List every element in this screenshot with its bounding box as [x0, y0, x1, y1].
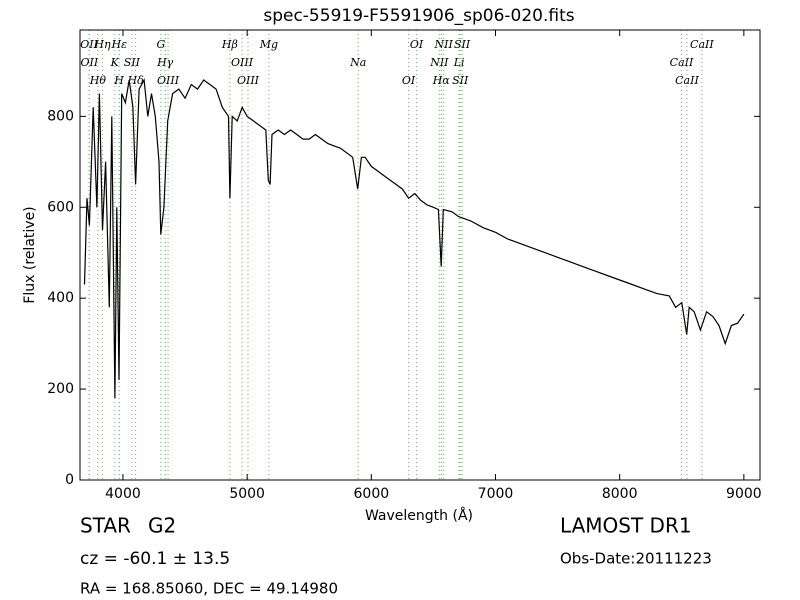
x-tick-label: 5000 [229, 486, 265, 502]
spectral-line-label: NII [434, 38, 454, 51]
redshift: cz = -60.1 ± 13.5 [80, 549, 230, 569]
spectral-line-label: CaII [670, 56, 694, 69]
x-tick-label: 4000 [105, 486, 141, 502]
spectral-line-label: Hη [93, 38, 111, 51]
chart-title: spec-55919-F5591906_sp06-020.fits [263, 6, 574, 26]
y-tick-label: 200 [47, 381, 74, 397]
spectral-line-label: SII [452, 74, 469, 87]
spectral-line-label: SII [124, 56, 141, 69]
obs-date: Obs-Date:20111223 [560, 550, 712, 568]
x-tick-label: 8000 [602, 486, 638, 502]
spectral-line-label: Na [349, 56, 366, 69]
y-axis-label: Flux (relative) [22, 206, 38, 303]
y-tick-label: 600 [47, 199, 74, 215]
x-tick-label: 7000 [478, 486, 514, 502]
survey: LAMOST DR1 [560, 514, 692, 538]
y-tick-label: 0 [65, 472, 74, 488]
plot-frame [79, 29, 761, 481]
spectral-line-label: CaII [690, 38, 714, 51]
spectral-line-label: OI [410, 38, 424, 51]
y-tick-label: 800 [47, 108, 74, 124]
spectral-line-label: Hε [110, 38, 127, 51]
spectral-line-label: Hβ [221, 38, 238, 51]
spectral-line-label: Li [453, 56, 465, 69]
spectral-line-label: OIII [157, 74, 180, 87]
spectral-line-label: OII [80, 38, 98, 51]
subclass: G2 [148, 514, 176, 538]
spectral-line-label: G [156, 38, 165, 51]
spectral-line-label: SII [454, 38, 471, 51]
spectral-line-label: OIII [231, 56, 254, 69]
spectral-line-label: OII [80, 56, 98, 69]
object-class: STAR [80, 514, 131, 538]
spectral-line-label: H [113, 74, 124, 87]
spectral-line-label: Hα [432, 74, 451, 87]
spectral-line-label: Hθ [89, 74, 107, 87]
spectral-line-label: OIII [237, 74, 260, 87]
x-axis-label: Wavelength (Å) [365, 507, 473, 524]
spectral-line-label: Mg [259, 38, 278, 51]
spectral-line-label: OI [402, 74, 416, 87]
x-tick-label: 9000 [726, 486, 762, 502]
x-tick-label: 6000 [354, 486, 390, 502]
coordinates: RA = 168.85060, DEC = 49.14980 [80, 580, 338, 598]
spectrum-line [83, 78, 745, 399]
y-tick-label: 400 [47, 290, 74, 306]
spectral-line-label: CaII [675, 74, 699, 87]
spectral-line-label: K [110, 56, 120, 69]
spectral-line-label: Hγ [156, 56, 174, 69]
spectral-line-label: NII [429, 56, 449, 69]
spectral-line-label: Hδ [127, 74, 145, 87]
